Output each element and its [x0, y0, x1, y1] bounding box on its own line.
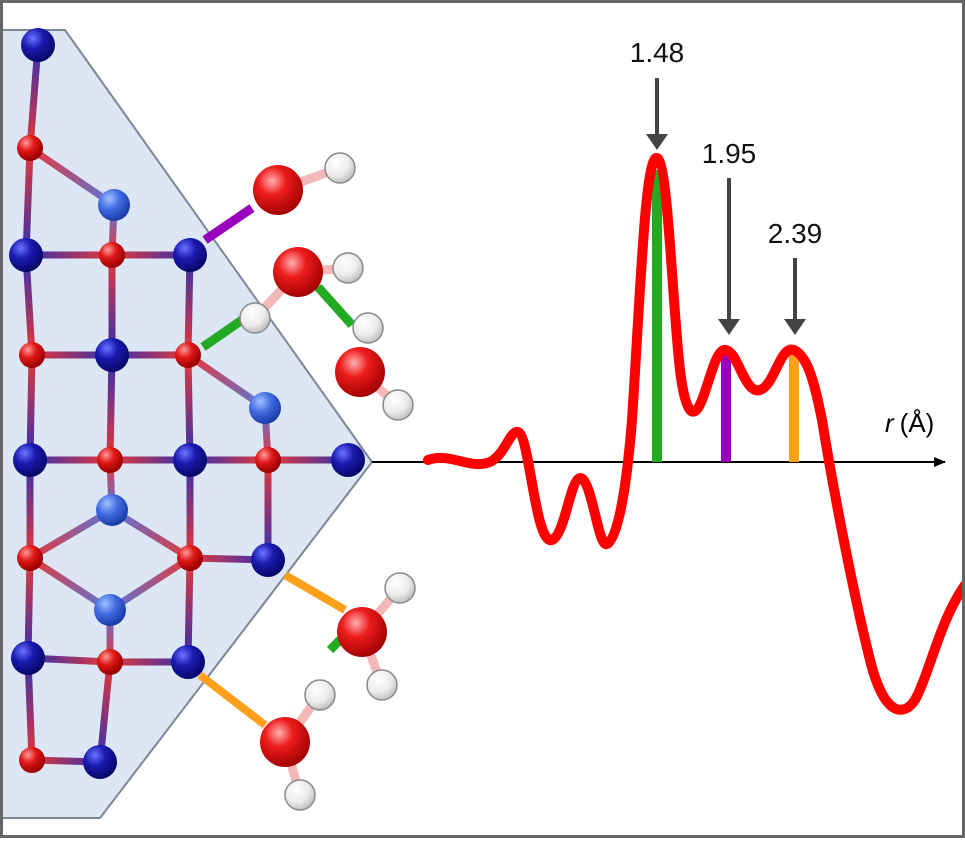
peak-arrow-head — [646, 134, 668, 150]
hydrogen-atom — [352, 312, 384, 344]
lattice-oxygen-atom — [99, 242, 125, 268]
lattice-bond — [26, 144, 118, 209]
surface-atom-light — [249, 392, 281, 424]
peak-arrow-head — [718, 319, 740, 335]
surface-atom-light — [96, 494, 128, 526]
surface-atom — [9, 238, 43, 272]
lattice-oxygen-atom — [17, 545, 43, 571]
lattice-bond — [184, 351, 194, 464]
peak-label: 2.39 — [768, 218, 823, 249]
hydrogen-bond — [314, 283, 356, 329]
lattice-oxygen-atom — [19, 747, 45, 773]
lattice-oxygen-atom — [255, 447, 281, 473]
water-oxygen-atom — [253, 165, 303, 215]
lattice-bond — [106, 351, 116, 464]
surface-atom — [95, 338, 129, 372]
r-axis-symbol: r — [885, 408, 895, 438]
water-oxygen-atom — [273, 247, 323, 297]
surface-atom — [171, 645, 205, 679]
hydrogen-atom — [284, 779, 316, 811]
lattice-oxygen-atom — [177, 545, 203, 571]
hydrogen-atom — [304, 679, 336, 711]
hydrogen-atom — [324, 152, 356, 184]
lattice-bond — [24, 654, 36, 764]
surface-atom-light — [94, 594, 126, 626]
water-molecules — [197, 152, 416, 811]
surface-water-bond — [197, 671, 268, 729]
water-oxygen-atom — [260, 717, 310, 767]
surface-atom — [251, 543, 285, 577]
surface-atom — [13, 443, 47, 477]
hydrogen-bond — [200, 316, 245, 351]
lattice-bond — [26, 41, 42, 152]
rdf-curve — [423, 152, 965, 715]
lattice-bond — [184, 554, 194, 666]
surface-atom — [11, 641, 45, 675]
lattice-oxygen-atom — [97, 447, 123, 473]
surface-atom-light — [98, 189, 130, 221]
surface-water-bond — [202, 204, 255, 244]
surface-atom — [173, 443, 207, 477]
peak-label: 1.95 — [702, 138, 757, 169]
surface-atom — [331, 443, 365, 477]
hydrogen-atom — [332, 252, 364, 284]
water-oxygen-atom — [337, 607, 387, 657]
lattice-oxygen-atom — [175, 342, 201, 368]
surface-atom — [173, 238, 207, 272]
surface-atom — [21, 28, 55, 62]
lattice-bond — [26, 351, 36, 464]
surface-water-bond — [282, 571, 348, 614]
lattice-oxygen-atom — [97, 649, 123, 675]
r-axis-label: r (Å) — [885, 408, 934, 438]
lattice-atoms — [9, 28, 365, 779]
surface-atom — [83, 745, 117, 779]
water-oxygen-atom — [335, 347, 385, 397]
hydrogen-atom — [382, 389, 414, 421]
peak-bars — [652, 170, 799, 462]
lattice-oxygen-atom — [19, 342, 45, 368]
hydrogen-atom — [384, 572, 416, 604]
peak-arrows: 1.48 1.95 2.39 — [630, 37, 823, 335]
lattice-bond — [22, 144, 34, 259]
peak-arrow-head — [784, 319, 806, 335]
hydrogen-atom — [366, 669, 398, 701]
r-axis-unit: (Å) — [900, 408, 935, 438]
peak-label: 1.48 — [630, 37, 685, 68]
hydrogen-atom — [239, 302, 271, 334]
lattice-oxygen-atom — [17, 135, 43, 161]
